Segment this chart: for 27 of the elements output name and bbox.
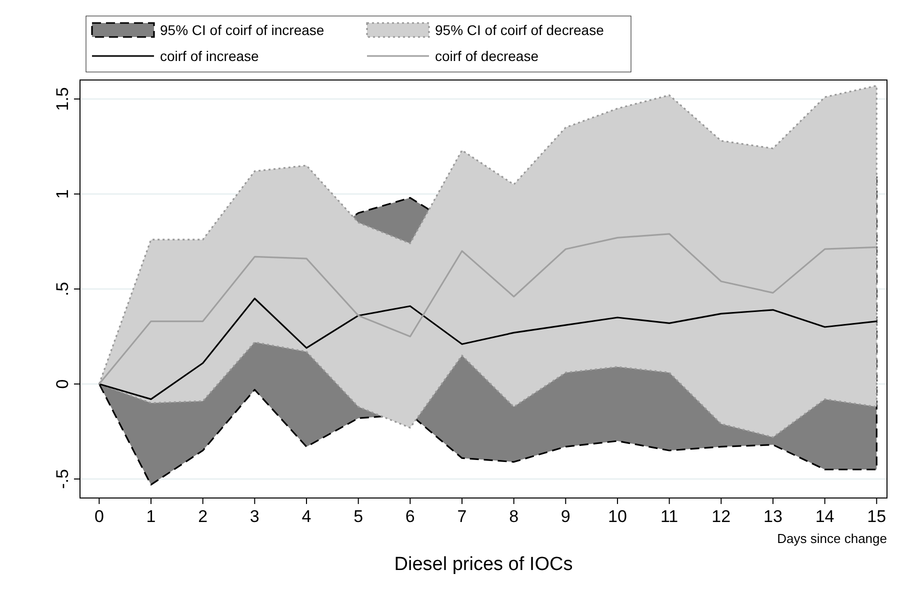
x-tick-label: 6 bbox=[405, 507, 415, 526]
x-tick-label: 1 bbox=[146, 507, 156, 526]
y-tick-label: 1.5 bbox=[53, 87, 72, 111]
x-tick-label: 15 bbox=[867, 507, 886, 526]
y-tick-label: .5 bbox=[53, 282, 72, 296]
x-tick-label: 0 bbox=[94, 507, 104, 526]
x-tick-label: 3 bbox=[250, 507, 260, 526]
x-tick-label: 7 bbox=[457, 507, 467, 526]
x-tick-label: 13 bbox=[764, 507, 782, 526]
x-tick-label: 10 bbox=[608, 507, 627, 526]
x-axis-title: Days since change bbox=[777, 531, 887, 546]
x-tick-label: 4 bbox=[302, 507, 312, 526]
x-tick-label: 2 bbox=[198, 507, 208, 526]
x-tick-label: 14 bbox=[815, 507, 834, 526]
text: 95% CI of coirf of increase bbox=[160, 22, 324, 38]
y-tick-label: 0 bbox=[53, 379, 72, 389]
x-tick-label: 12 bbox=[712, 507, 731, 526]
text: 95% CI of coirf of decrease bbox=[435, 22, 604, 38]
text: Diesel prices of IOCs bbox=[394, 554, 573, 575]
x-tick-label: 8 bbox=[509, 507, 519, 526]
x-tick-label: 5 bbox=[354, 507, 364, 526]
x-tick-label: 11 bbox=[660, 507, 678, 526]
y-tick-label: 1 bbox=[53, 189, 72, 199]
legend-label: coirf of increase bbox=[160, 48, 260, 64]
legend-label: coirf of decrease bbox=[435, 48, 539, 64]
x-tick-label: 9 bbox=[560, 507, 570, 526]
y-tick-label: -.5 bbox=[53, 469, 72, 489]
